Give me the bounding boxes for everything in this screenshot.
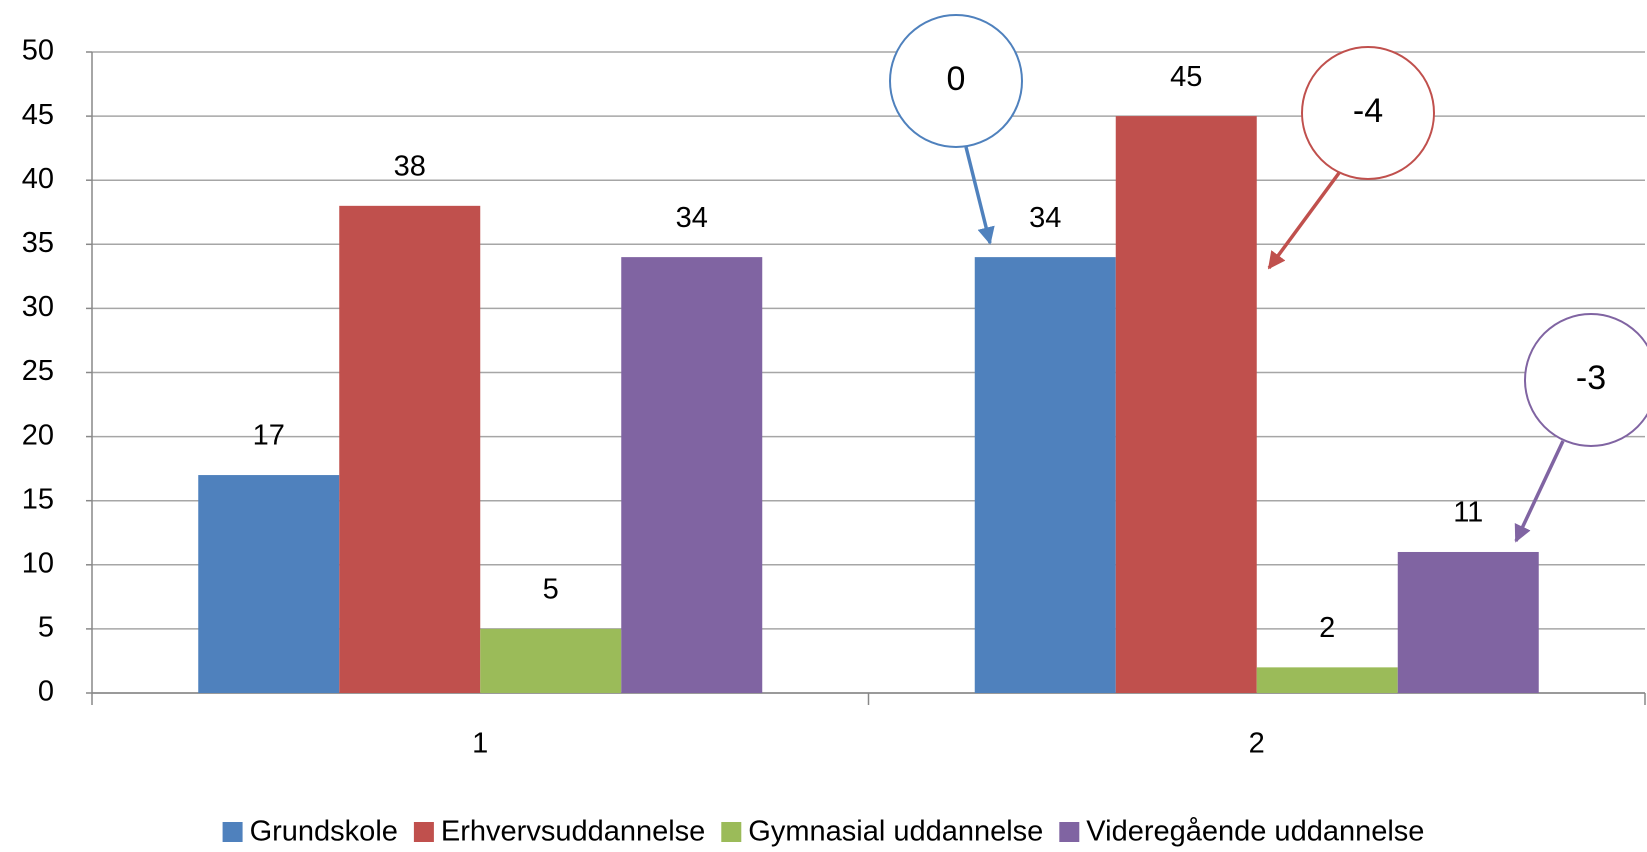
callout-text: 0 [947,60,966,98]
data-label: 34 [1029,202,1061,234]
y-tick-label: 0 [38,676,54,708]
x-tick-label: 1 [472,728,488,760]
legend-label: Videregående uddannelse [1086,816,1424,848]
x-tick-label: 2 [1249,728,1265,760]
y-tick-label: 25 [22,355,54,387]
legend-swatch [721,822,742,842]
bar [480,628,622,693]
y-tick-label: 40 [22,163,54,195]
callout-text: -3 [1576,359,1606,397]
data-label: 34 [676,202,708,234]
bar [198,475,340,693]
callout-circle [1301,46,1435,180]
callout-arrow [1267,171,1341,270]
y-tick-label: 5 [38,612,54,644]
data-label: 11 [1453,497,1483,529]
legend: Grundskole Erhvervsuddannelse Gymnasial ud… [222,816,1424,848]
data-label: 17 [253,420,285,452]
bar [974,257,1116,693]
data-label: 2 [1319,612,1335,644]
legend-label: Grundskole [250,816,398,848]
bar [1397,551,1539,693]
y-tick-label: 10 [22,547,54,579]
callout-text: -4 [1353,92,1383,130]
y-tick-label: 15 [22,483,54,515]
bar [1115,116,1257,694]
legend-swatch [222,822,243,842]
callout-circle [889,14,1023,148]
legend-label: Gymnasial uddannelse [748,816,1043,848]
legend-label: Erhvervsuddannelse [441,816,705,848]
bar [621,257,763,693]
callout-arrow [964,146,995,245]
legend-swatch [1059,822,1080,842]
y-tick-label: 50 [22,35,54,67]
bar [339,205,481,693]
data-label: 45 [1170,61,1202,93]
y-tick-label: 35 [22,227,54,259]
y-tick-label: 30 [22,291,54,323]
bar [1256,667,1398,693]
data-label: 5 [543,574,559,606]
callout-circle [1524,313,1647,447]
y-tick-label: 45 [22,99,54,131]
data-label: 38 [394,150,426,182]
legend-swatch [413,822,434,842]
y-tick-label: 20 [22,419,54,451]
callout-arrow [1514,440,1565,543]
